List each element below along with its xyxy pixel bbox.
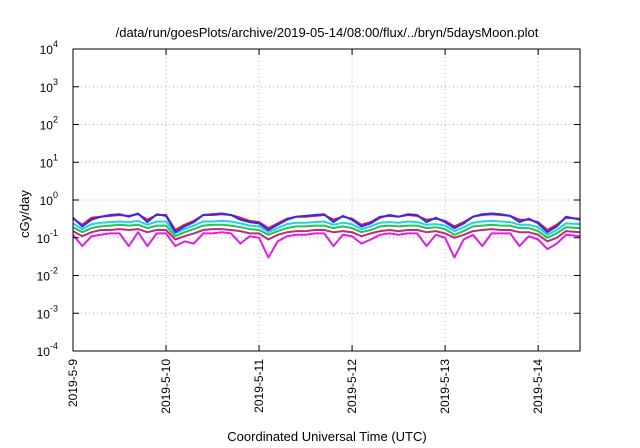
x-tick-label: 2019-5-10 [159,359,173,414]
tick-marks [72,48,580,352]
y-tick-label: 10-2 [37,266,58,284]
y-axis-title: cGy/day [17,190,32,238]
chart-title: /data/run/goesPlots/archive/2019-05-14/0… [116,25,539,40]
y-tick-label: 10-4 [37,341,58,359]
x-tick-labels: 2019-5-9 2019-5-10 2019-5-11 2019-5-12 2019-… [66,359,545,414]
y-tick-label: 104 [40,39,58,57]
y-tick-label: 100 [40,190,58,208]
x-tick-label: 2019-5-13 [438,359,452,414]
y-tick-label: 103 [40,77,58,95]
x-tick-label: 2019-5-9 [66,359,80,407]
y-tick-label: 102 [40,115,58,133]
series-line [72,223,581,239]
series-line [72,228,581,243]
y-tick-label: 101 [40,152,58,170]
x-tick-label: 2019-5-12 [345,359,359,414]
y-tick-label: 10-3 [37,303,58,321]
grid [73,49,580,351]
y-tick-label: 10-1 [37,228,58,246]
x-axis-title: Coordinated Universal Time (UTC) [227,429,426,444]
series-layer [72,212,581,259]
y-tick-labels: 10-4 10-3 10-2 10-1 100 101 102 103 104 [37,39,58,359]
series-line [72,219,581,236]
series-line [72,212,581,234]
x-tick-label: 2019-5-14 [531,359,545,414]
series-line [72,231,581,259]
x-tick-label: 2019-5-11 [252,359,266,413]
